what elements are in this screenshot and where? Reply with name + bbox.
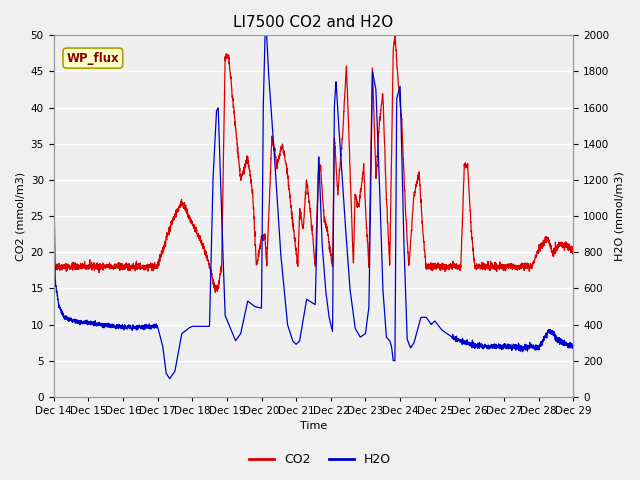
Title: LI7500 CO2 and H2O: LI7500 CO2 and H2O [234, 15, 394, 30]
X-axis label: Time: Time [300, 421, 327, 432]
Y-axis label: CO2 (mmol/m3): CO2 (mmol/m3) [15, 171, 25, 261]
Text: WP_flux: WP_flux [67, 52, 119, 65]
Y-axis label: H2O (mmol/m3): H2O (mmol/m3) [615, 171, 625, 261]
Legend: CO2, H2O: CO2, H2O [244, 448, 396, 471]
